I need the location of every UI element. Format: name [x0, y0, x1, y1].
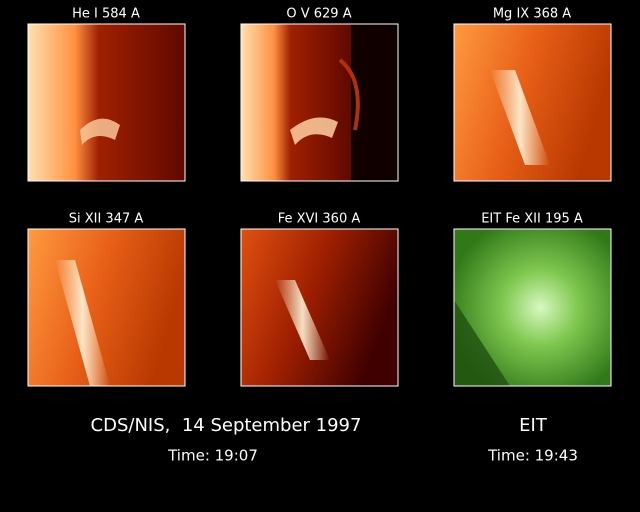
panel-label: EIT Fe XII 195 A — [481, 212, 583, 227]
panel-image — [240, 228, 399, 387]
panel-label: O V 629 A — [286, 7, 351, 22]
eit-title: EIT — [519, 415, 548, 436]
eit-time: Time: 19:43 — [487, 447, 578, 465]
panel-label: He I 584 A — [72, 7, 140, 22]
panel-image — [27, 228, 186, 387]
cds-title: CDS/NIS, 14 September 1997 — [91, 415, 362, 436]
panel-label: Fe XVI 360 A — [278, 212, 361, 227]
panel-label: Si XII 347 A — [69, 212, 144, 227]
cds-time: Time: 19:07 — [167, 447, 258, 465]
panel-image — [453, 228, 612, 387]
panel-image — [453, 23, 612, 182]
panel-label: Mg IX 368 A — [493, 7, 571, 22]
panel-image — [240, 23, 399, 182]
panel-image — [27, 23, 186, 182]
